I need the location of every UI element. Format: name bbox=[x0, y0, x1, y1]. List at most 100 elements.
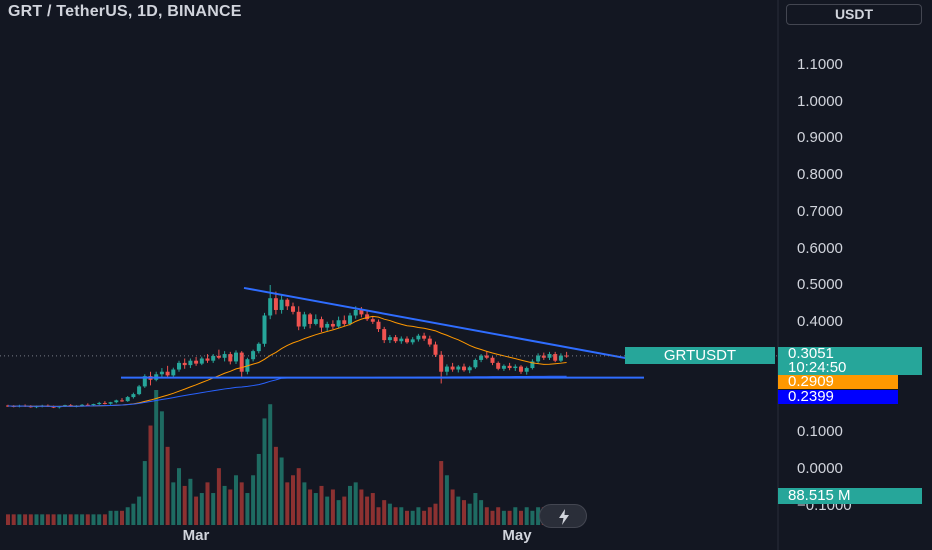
volume-bar bbox=[513, 507, 518, 525]
candle-body bbox=[137, 386, 142, 395]
ma-slow-line bbox=[7, 375, 567, 407]
candles bbox=[6, 284, 569, 409]
price-tick-label: 0.7000 bbox=[797, 202, 843, 220]
volume-bar bbox=[285, 482, 290, 525]
volume-bar bbox=[194, 496, 199, 525]
ma-slow-badge: 0.2399 bbox=[778, 389, 898, 404]
bar-countdown: 10:24:50 bbox=[788, 359, 847, 376]
volume-bar bbox=[462, 500, 466, 525]
candle-body bbox=[496, 362, 501, 369]
volume-bar bbox=[102, 514, 107, 525]
chart-title: GRT / TetherUS, 1D, BINANCE bbox=[8, 3, 242, 20]
volume-bar bbox=[216, 468, 221, 525]
volume-bar bbox=[97, 514, 102, 525]
volume-bar bbox=[11, 514, 16, 525]
candle-body bbox=[348, 315, 352, 324]
volume-bar bbox=[450, 489, 455, 525]
candle-body bbox=[353, 309, 358, 316]
candle-body bbox=[450, 366, 455, 370]
volume-bar bbox=[74, 514, 79, 525]
candle-body bbox=[188, 360, 193, 366]
candle-body bbox=[473, 359, 478, 368]
volume-bar bbox=[325, 496, 330, 525]
candle-body bbox=[268, 298, 273, 316]
currency-button[interactable]: USDT bbox=[786, 4, 922, 25]
volume-bar bbox=[45, 514, 50, 525]
candle-body bbox=[325, 323, 330, 328]
candle-body bbox=[564, 355, 569, 357]
volume-bar bbox=[524, 507, 529, 525]
volume-bar bbox=[131, 503, 136, 525]
volume-bar bbox=[239, 482, 244, 525]
candle-body bbox=[359, 309, 364, 315]
volume-bar bbox=[205, 482, 210, 525]
volume-bar bbox=[330, 489, 335, 525]
candle-body bbox=[228, 354, 233, 362]
candle-body bbox=[216, 355, 221, 358]
volume-bar bbox=[256, 453, 261, 525]
volume-bar bbox=[228, 489, 233, 525]
volume-bar bbox=[165, 446, 170, 525]
price-tick-label: 1.1000 bbox=[797, 55, 843, 73]
volume-bar bbox=[410, 510, 415, 525]
volume-bar bbox=[199, 493, 204, 525]
volume-bar bbox=[473, 493, 478, 525]
volume-bar bbox=[273, 446, 278, 525]
candle-body bbox=[194, 360, 199, 364]
volume-bar bbox=[519, 510, 523, 525]
price-tick-label: 0.8000 bbox=[797, 166, 843, 183]
volume-bar bbox=[125, 507, 130, 525]
volume-bar bbox=[171, 482, 176, 525]
replay-button[interactable] bbox=[539, 504, 587, 528]
volume-bar bbox=[405, 510, 409, 525]
candle-body bbox=[393, 337, 398, 342]
volume-bar bbox=[348, 485, 352, 525]
candle-body bbox=[365, 314, 370, 320]
candle-body bbox=[433, 344, 438, 355]
candle-body bbox=[102, 402, 107, 404]
volume-bar bbox=[365, 496, 370, 525]
symbol-label: GRTUSDT bbox=[625, 347, 775, 364]
candle-body bbox=[536, 355, 541, 362]
candle-body bbox=[273, 298, 278, 310]
candle-body bbox=[51, 406, 56, 408]
candle-body bbox=[171, 369, 176, 376]
candle-body bbox=[479, 355, 484, 360]
volume-bar bbox=[154, 390, 159, 525]
time-tick-label: May bbox=[502, 527, 532, 544]
candle-body bbox=[410, 339, 415, 343]
volume-bar bbox=[496, 507, 501, 525]
volume-bar bbox=[262, 418, 267, 525]
candle-body bbox=[405, 338, 409, 343]
volume-bar bbox=[85, 514, 90, 525]
volume-bar bbox=[182, 485, 187, 525]
volume-bar bbox=[23, 514, 28, 525]
volume-bar bbox=[63, 514, 67, 525]
volume-bar bbox=[359, 489, 364, 525]
volume-bar bbox=[313, 493, 318, 525]
candle-body bbox=[342, 320, 347, 324]
volume-bar bbox=[422, 510, 427, 525]
candle-body bbox=[422, 335, 427, 339]
volume-bar bbox=[68, 514, 73, 525]
candle-body bbox=[558, 355, 563, 361]
volume-bar bbox=[439, 461, 444, 525]
candle-body bbox=[490, 357, 495, 363]
ma-fast-line bbox=[7, 315, 567, 407]
volume-bar bbox=[479, 500, 484, 525]
candle-body bbox=[501, 365, 506, 369]
price-tick-label: 0.5000 bbox=[797, 276, 843, 294]
candle-body bbox=[416, 335, 421, 340]
candle-body bbox=[256, 343, 261, 352]
candle-body bbox=[234, 352, 238, 362]
candle-body bbox=[336, 320, 341, 327]
candle-body bbox=[507, 365, 512, 369]
volume-bar bbox=[234, 475, 238, 525]
volume-bar bbox=[382, 500, 387, 525]
candle-body bbox=[205, 358, 210, 361]
volume-bar bbox=[222, 485, 227, 525]
volume-bar bbox=[399, 507, 404, 525]
volume-bar bbox=[416, 507, 421, 525]
